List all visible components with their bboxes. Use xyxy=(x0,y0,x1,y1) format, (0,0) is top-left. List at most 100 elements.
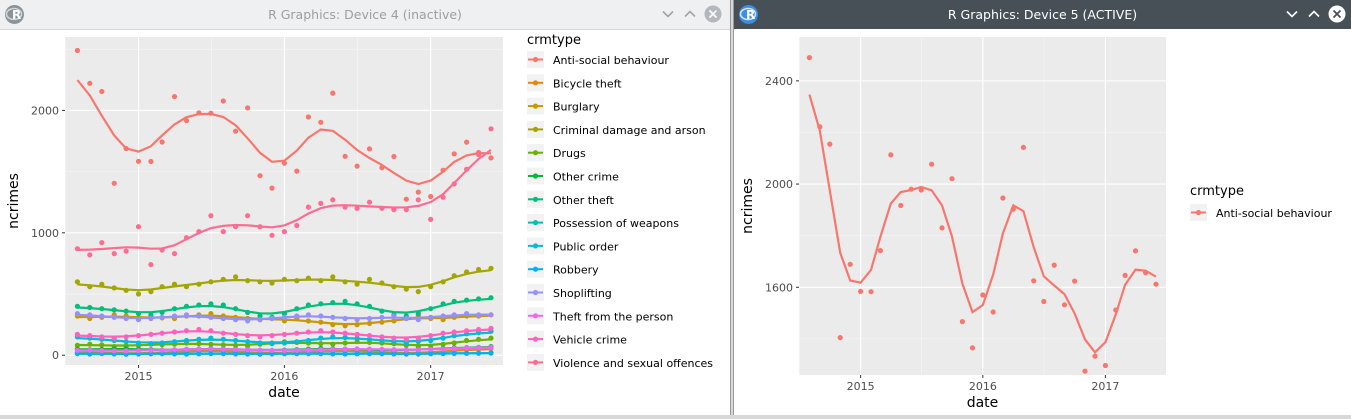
titlebar[interactable]: R R Graphics: Device 5 (ACTIVE) xyxy=(734,0,1351,29)
y-tick-label: 1600 xyxy=(765,281,793,294)
data-point xyxy=(233,224,239,230)
data-point xyxy=(111,180,117,186)
data-point xyxy=(305,204,311,210)
chevron-down-icon[interactable] xyxy=(1283,5,1301,23)
data-point xyxy=(342,351,348,357)
data-point xyxy=(111,307,117,313)
data-point xyxy=(220,336,226,342)
data-point xyxy=(74,311,80,317)
data-point xyxy=(269,333,275,339)
data-point xyxy=(208,328,214,334)
data-point xyxy=(318,200,324,206)
data-point xyxy=(342,204,348,210)
data-point xyxy=(440,350,446,357)
data-point xyxy=(476,350,482,356)
data-point xyxy=(451,340,457,346)
data-point xyxy=(366,336,373,342)
data-point xyxy=(476,296,482,302)
data-point xyxy=(415,311,421,317)
data-point xyxy=(171,313,178,319)
r-logo-icon: R xyxy=(739,5,758,24)
data-point xyxy=(294,347,300,353)
data-point xyxy=(939,225,945,231)
data-point xyxy=(196,229,202,235)
data-point xyxy=(366,146,373,152)
data-point xyxy=(342,279,348,285)
data-point xyxy=(440,301,446,307)
data-point xyxy=(294,339,300,345)
window-title: R Graphics: Device 5 (ACTIVE) xyxy=(947,7,1138,22)
data-point xyxy=(111,251,117,257)
data-point xyxy=(318,119,324,125)
data-point xyxy=(464,311,470,317)
data-point xyxy=(183,303,190,309)
data-point xyxy=(305,302,311,308)
data-point xyxy=(74,303,80,309)
data-point xyxy=(415,351,421,357)
data-point xyxy=(87,312,93,318)
data-point xyxy=(281,311,287,317)
data-point xyxy=(233,274,239,280)
data-point xyxy=(159,314,165,320)
data-point xyxy=(220,346,226,352)
y-tick-label: 0 xyxy=(52,349,59,362)
data-point xyxy=(379,165,385,171)
data-point xyxy=(318,335,324,341)
data-point xyxy=(342,315,348,322)
y-axis-title: ncrimes xyxy=(740,178,756,234)
data-point xyxy=(269,280,275,286)
close-icon[interactable] xyxy=(704,5,722,23)
data-point xyxy=(135,291,142,297)
legend-label: Vehicle crime xyxy=(553,334,627,347)
legend-key-point xyxy=(532,336,539,342)
data-point xyxy=(366,199,373,205)
data-point xyxy=(1092,353,1098,359)
data-point xyxy=(451,273,457,279)
data-point xyxy=(99,306,105,312)
data-point xyxy=(196,281,202,287)
data-point xyxy=(415,197,421,203)
legend-key-point xyxy=(1195,209,1202,216)
data-point xyxy=(379,346,385,352)
window-title: R Graphics: Device 4 (inactive) xyxy=(268,7,462,22)
data-point xyxy=(464,345,470,351)
data-point xyxy=(99,240,105,246)
data-point xyxy=(87,80,93,86)
data-point xyxy=(111,285,117,291)
data-point xyxy=(877,248,883,254)
chevron-down-icon[interactable] xyxy=(659,5,677,23)
data-point xyxy=(476,336,482,342)
data-point xyxy=(74,331,80,337)
data-point xyxy=(74,342,80,348)
data-point xyxy=(183,284,190,290)
data-point xyxy=(208,213,214,219)
legend-key-point xyxy=(532,196,539,202)
data-point xyxy=(183,346,190,352)
data-point xyxy=(330,329,336,335)
data-point xyxy=(403,286,409,292)
data-point xyxy=(330,300,336,306)
data-point xyxy=(330,90,336,96)
data-point xyxy=(159,330,165,336)
data-point xyxy=(990,309,996,315)
titlebar[interactable]: R R Graphics: Device 4 (inactive) xyxy=(0,0,730,30)
legend-key-point xyxy=(532,289,539,296)
legend-key-point xyxy=(532,80,539,86)
window-device-4[interactable]: R R Graphics: Device 4 (inactive) 2015 20… xyxy=(0,0,731,415)
data-point xyxy=(330,334,336,340)
chevron-up-icon[interactable] xyxy=(681,5,699,23)
data-point xyxy=(159,284,165,290)
data-point xyxy=(330,346,336,352)
data-point xyxy=(148,262,154,268)
data-point xyxy=(318,350,324,357)
data-point xyxy=(908,186,914,192)
close-icon[interactable] xyxy=(1328,5,1346,23)
legend-label: Public order xyxy=(553,240,619,253)
data-point xyxy=(208,110,214,116)
data-point xyxy=(208,279,214,285)
chevron-up-icon[interactable] xyxy=(1305,5,1323,23)
data-point xyxy=(245,347,251,353)
data-point xyxy=(440,346,446,352)
window-device-5[interactable]: R R Graphics: Device 5 (ACTIVE) 2015 2016… xyxy=(733,0,1351,415)
data-point xyxy=(123,348,129,354)
